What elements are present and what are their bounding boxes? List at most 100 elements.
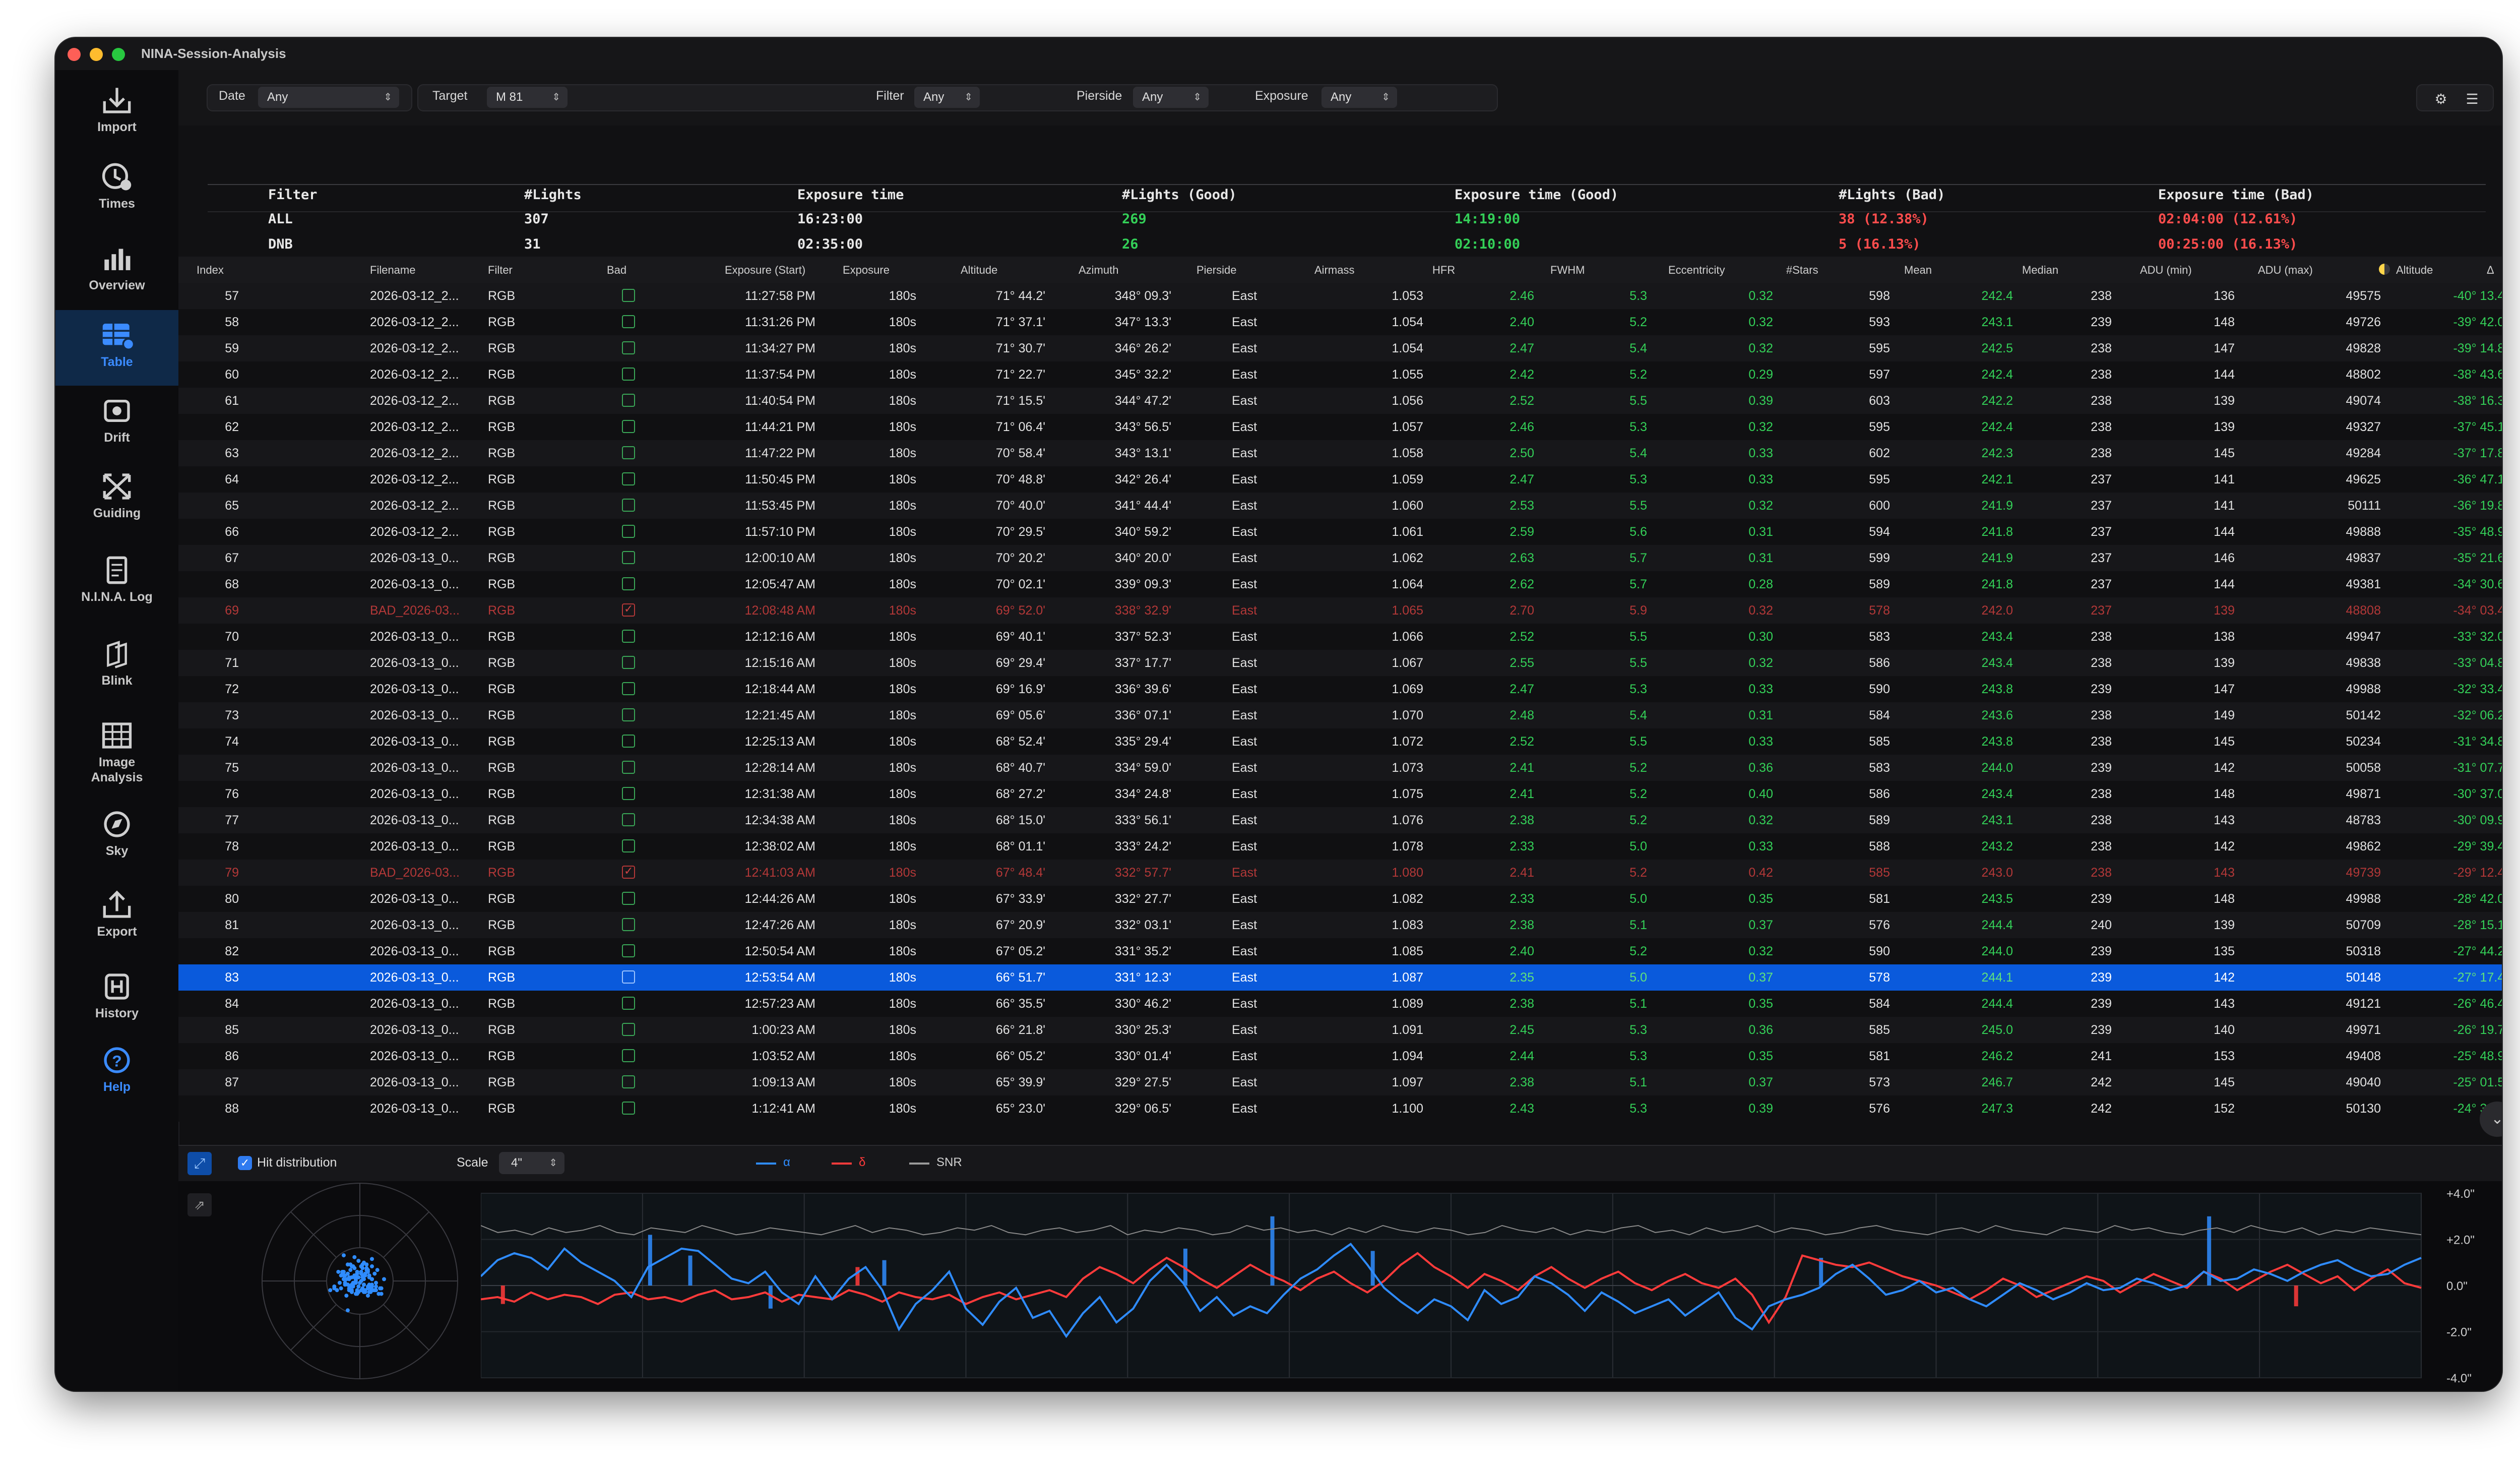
table-row[interactable]: 66 2026-03-12_2... RGB 11:57:10 PM 180s 70° 2…	[178, 519, 2502, 545]
sidebar-item-sky[interactable]: Sky	[55, 799, 178, 875]
table-row[interactable]: 70 2026-03-13_0... RGB 12:12:16 AM 180s 69° 4…	[178, 624, 2502, 650]
table-row[interactable]: 58 2026-03-12_2... RGB 11:31:26 PM 180s 71° 3…	[178, 309, 2502, 335]
bad-checkbox[interactable]	[622, 787, 635, 800]
bad-checkbox[interactable]	[622, 682, 635, 695]
table-row[interactable]: 59 2026-03-12_2... RGB 11:34:27 PM 180s 71° 3…	[178, 335, 2502, 361]
column-header[interactable]: Exposure	[843, 264, 890, 276]
table-row[interactable]: 71 2026-03-13_0... RGB 12:15:16 AM 180s 69° 2…	[178, 650, 2502, 676]
sidebar-item-drift[interactable]: Drift	[55, 386, 178, 461]
sidebar-item-help[interactable]: ? Help	[55, 1035, 178, 1111]
bad-checkbox[interactable]	[622, 420, 635, 433]
table-row[interactable]: 81 2026-03-13_0... RGB 12:47:26 AM 180s 67° 2…	[178, 912, 2502, 938]
column-options-icon[interactable]: ☰	[2466, 91, 2479, 107]
column-header[interactable]: Altitude	[2396, 264, 2433, 276]
sidebar-item-overview[interactable]: Overview	[55, 233, 178, 309]
bad-checkbox[interactable]	[622, 289, 635, 302]
bad-checkbox[interactable]	[622, 341, 635, 354]
sidebar-item-times[interactable]: Times	[55, 152, 178, 227]
table-row[interactable]: 74 2026-03-13_0... RGB 12:25:13 AM 180s 68° 5…	[178, 728, 2502, 755]
bad-checkbox[interactable]	[622, 315, 635, 328]
column-header[interactable]: ADU (max)	[2258, 264, 2313, 276]
close-window-button[interactable]	[68, 48, 81, 61]
table-row[interactable]: 85 2026-03-13_0... RGB 1:00:23 AM 180s 66° 21…	[178, 1017, 2502, 1043]
bad-checkbox[interactable]	[622, 1075, 635, 1088]
column-header[interactable]: Filename	[370, 264, 416, 276]
sidebar-item-guiding[interactable]: Guiding	[55, 461, 178, 537]
bad-checkbox[interactable]	[622, 970, 635, 984]
hit-distribution-checkbox[interactable]: ✓	[238, 1156, 252, 1170]
hit-distribution-toggle-icon[interactable]: ⤢	[187, 1152, 212, 1175]
pierside-filter-select[interactable]: Any ⇕	[1133, 87, 1209, 108]
bad-checkbox[interactable]	[622, 997, 635, 1010]
table-row[interactable]: 79 BAD_2026-03... RGB 12:41:03 AM 180s 67° 48…	[178, 860, 2502, 886]
column-header[interactable]: Altitude	[961, 264, 998, 276]
bad-checkbox[interactable]	[622, 1049, 635, 1062]
exposure-filter-select[interactable]: Any ⇕	[1321, 87, 1397, 108]
settings-icon[interactable]: ⚙	[2434, 91, 2447, 107]
sidebar-item-image-analysis[interactable]: Image Analysis	[55, 710, 178, 796]
table-row[interactable]: 86 2026-03-13_0... RGB 1:03:52 AM 180s 66° 05…	[178, 1043, 2502, 1069]
column-header[interactable]: Index	[197, 264, 224, 276]
bad-checkbox[interactable]	[622, 1023, 635, 1036]
column-header[interactable]: Azimuth	[1079, 264, 1119, 276]
table-row[interactable]: 64 2026-03-12_2... RGB 11:50:45 PM 180s 70° 4…	[178, 466, 2502, 493]
table-row[interactable]: 57 2026-03-12_2... RGB 11:27:58 PM 180s 71° 4…	[178, 283, 2502, 309]
table-row[interactable]: 84 2026-03-13_0... RGB 12:57:23 AM 180s 66° 3…	[178, 991, 2502, 1017]
column-header[interactable]: Filter	[488, 264, 513, 276]
table-row[interactable]: 76 2026-03-13_0... RGB 12:31:38 AM 180s 68° 2…	[178, 781, 2502, 807]
column-header[interactable]: FWHM	[1550, 264, 1585, 276]
column-header[interactable]: Mean	[1904, 264, 1932, 276]
target-filter-select[interactable]: M 81 ⇕	[487, 87, 568, 108]
table-row[interactable]: 87 2026-03-13_0... RGB 1:09:13 AM 180s 65° 39…	[178, 1069, 2502, 1095]
sidebar-item-history[interactable]: History	[55, 961, 178, 1037]
bad-checkbox[interactable]	[622, 656, 635, 669]
zoom-window-button[interactable]	[112, 48, 125, 61]
bad-checkbox[interactable]	[622, 602, 635, 617]
scale-select[interactable]: 4" ⇕	[499, 1152, 564, 1174]
table-row[interactable]: 80 2026-03-13_0... RGB 12:44:26 AM 180s 67° 3…	[178, 886, 2502, 912]
table-row[interactable]: 78 2026-03-13_0... RGB 12:38:02 AM 180s 68° 0…	[178, 833, 2502, 860]
table-row[interactable]: 63 2026-03-12_2... RGB 11:47:22 PM 180s 70° 5…	[178, 440, 2502, 466]
table-row[interactable]: 88 2026-03-13_0... RGB 1:12:41 AM 180s 65° 23…	[178, 1095, 2502, 1122]
bad-checkbox[interactable]	[622, 630, 635, 643]
column-header[interactable]: Eccentricity	[1668, 264, 1725, 276]
table-row[interactable]: 73 2026-03-13_0... RGB 12:21:45 AM 180s 69° 0…	[178, 702, 2502, 728]
table-row[interactable]: 83 2026-03-13_0... RGB 12:53:54 AM 180s 66° 5…	[178, 964, 2502, 991]
bad-checkbox[interactable]	[622, 735, 635, 748]
column-header[interactable]: Exposure (Start)	[725, 264, 806, 276]
bad-checkbox[interactable]	[622, 708, 635, 721]
bad-checkbox[interactable]	[622, 446, 635, 459]
date-filter-select[interactable]: Any ⇕	[258, 87, 399, 108]
bad-checkbox[interactable]	[622, 813, 635, 826]
bad-checkbox[interactable]	[622, 499, 635, 512]
bad-checkbox[interactable]	[622, 1102, 635, 1115]
bad-checkbox[interactable]	[622, 918, 635, 931]
bad-checkbox[interactable]	[622, 368, 635, 381]
table-row[interactable]: 75 2026-03-13_0... RGB 12:28:14 AM 180s 68° 4…	[178, 755, 2502, 781]
table-row[interactable]: 69 BAD_2026-03... RGB 12:08:48 AM 180s 69° 52…	[178, 597, 2502, 624]
column-header[interactable]: Bad	[607, 264, 627, 276]
table-row[interactable]: 65 2026-03-12_2... RGB 11:53:45 PM 180s 70° 4…	[178, 493, 2502, 519]
bad-checkbox[interactable]	[622, 551, 635, 564]
filter-filter-select[interactable]: Any ⇕	[914, 87, 980, 108]
table-row[interactable]: 77 2026-03-13_0... RGB 12:34:38 AM 180s 68° 1…	[178, 807, 2502, 833]
sidebar-item-import[interactable]: Import	[55, 75, 178, 151]
column-header[interactable]: Pierside	[1196, 264, 1237, 276]
sidebar-item-blink[interactable]: Blink	[55, 629, 178, 704]
table-row[interactable]: 67 2026-03-13_0... RGB 12:00:10 AM 180s 70° 2…	[178, 545, 2502, 571]
bad-checkbox[interactable]	[622, 892, 635, 905]
column-header[interactable]: Airmass	[1314, 264, 1355, 276]
bad-checkbox[interactable]	[622, 865, 635, 879]
minimize-window-button[interactable]	[90, 48, 103, 61]
bad-checkbox[interactable]	[622, 472, 635, 485]
table-row[interactable]: 62 2026-03-12_2... RGB 11:44:21 PM 180s 71° 0…	[178, 414, 2502, 440]
column-header[interactable]: ADU (min)	[2140, 264, 2192, 276]
bad-checkbox[interactable]	[622, 394, 635, 407]
bad-checkbox[interactable]	[622, 525, 635, 538]
sidebar-item-table[interactable]: Table	[55, 310, 178, 386]
table-row[interactable]: 60 2026-03-12_2... RGB 11:37:54 PM 180s 71° 2…	[178, 361, 2502, 388]
table-row[interactable]: 82 2026-03-13_0... RGB 12:50:54 AM 180s 67° 0…	[178, 938, 2502, 964]
sidebar-item-n-i-n-a-log[interactable]: N.I.N.A. Log	[55, 545, 178, 621]
table-row[interactable]: 68 2026-03-13_0... RGB 12:05:47 AM 180s 70° 0…	[178, 571, 2502, 597]
bad-checkbox[interactable]	[622, 577, 635, 590]
